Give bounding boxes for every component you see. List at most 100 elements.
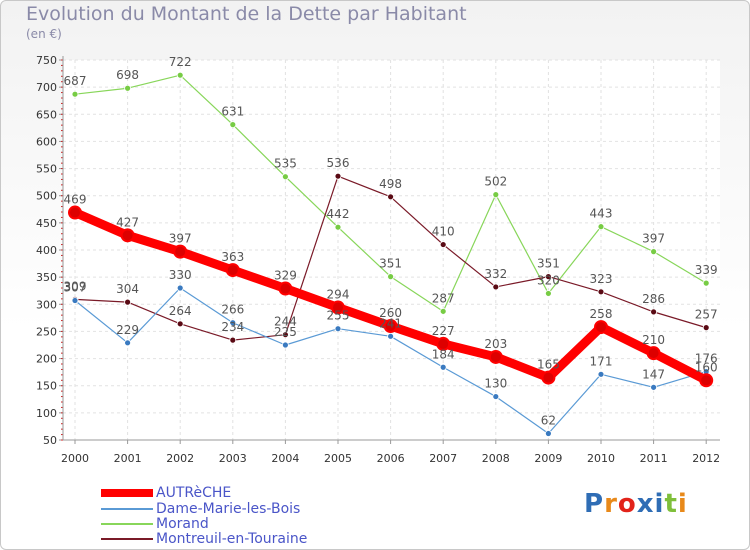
x-tick-label-2001: 2001: [114, 452, 142, 465]
legend-swatch-dame-marie-les-bois: [101, 508, 153, 510]
data-label-morand-2008: 502: [484, 175, 507, 189]
data-point-montreuil-en-touraine-2011: [650, 308, 657, 316]
data-point-autr-che-2011: [646, 346, 661, 361]
data-point-autr-che-2002: [173, 244, 188, 259]
data-point-morand-2003: [229, 121, 237, 128]
data-point-montreuil-en-touraine-2004: [281, 331, 289, 339]
data-label-autr-che-2001: 427: [116, 215, 139, 229]
data-point-dame-marie-les-bois-2003: [229, 319, 237, 327]
legend-label-morand: Morand: [156, 516, 209, 532]
data-label-morand-2011: 397: [642, 232, 665, 246]
data-point-montreuil-en-touraine-2012: [702, 324, 710, 332]
data-point-montreuil-en-touraine-2005: [334, 172, 342, 180]
data-point-montreuil-en-touraine-2001: [124, 298, 131, 306]
data-label-dame-marie-les-bois-2009: 62: [541, 413, 556, 427]
data-label-dame-marie-les-bois-2006: 241: [379, 316, 402, 330]
chart-subtitle: (en €): [26, 27, 62, 41]
data-point-morand-2008: [492, 191, 500, 199]
data-point-autr-che-2005: [331, 300, 345, 315]
data-point-montreuil-en-touraine-2002: [176, 320, 184, 328]
data-point-dame-marie-les-bois-2007: [439, 363, 447, 371]
data-point-morand-2011: [650, 248, 657, 256]
legend-swatch-autreche: [101, 489, 153, 497]
data-point-dame-marie-les-bois-2001: [124, 339, 131, 347]
legend-item-montreuil-en-touraine: Montreuil-en-Touraine: [101, 531, 307, 547]
data-label-dame-marie-les-bois-2003: 266: [221, 303, 244, 317]
data-label-montreuil-en-touraine-2003: 234: [221, 320, 244, 334]
data-point-morand-2004: [281, 173, 289, 181]
x-tick-label-2012: 2012: [692, 452, 720, 465]
data-point-autr-che-2003: [225, 263, 240, 278]
data-label-montreuil-en-touraine-2002: 264: [169, 304, 192, 318]
data-point-dame-marie-les-bois-2008: [492, 393, 500, 400]
data-point-autr-che-2012: [699, 373, 714, 388]
data-label-morand-2001: 698: [116, 68, 139, 82]
data-point-autr-che-2007: [436, 336, 451, 351]
data-label-autr-che-2003: 363: [221, 250, 244, 264]
data-point-montreuil-en-touraine-2006: [387, 193, 395, 201]
data-label-montreuil-en-touraine-2001: 304: [116, 282, 139, 296]
y-tick-label-650: 650: [36, 108, 57, 121]
chart-title: Evolution du Montant de la Dette par Hab…: [26, 3, 467, 25]
data-point-autr-che-2000: [68, 205, 82, 220]
data-label-autr-che-2006: 260: [379, 306, 402, 320]
x-tick-label-2009: 2009: [534, 452, 562, 465]
data-label-autr-che-2011: 210: [642, 333, 665, 347]
y-tick-label-550: 550: [36, 163, 57, 176]
x-tick-label-2010: 2010: [587, 452, 615, 465]
data-point-montreuil-en-touraine-2009: [545, 273, 552, 281]
data-label-dame-marie-les-bois-2011: 147: [642, 367, 665, 381]
data-label-montreuil-en-touraine-2007: 410: [432, 225, 455, 239]
data-label-morand-2002: 722: [169, 55, 192, 69]
y-tick-label-200: 200: [36, 353, 57, 366]
data-label-autr-che-2005: 294: [327, 288, 350, 302]
legend-swatch-montreuil-en-touraine: [101, 538, 153, 540]
y-tick-label-350: 350: [36, 271, 57, 284]
data-label-autr-che-2007: 227: [432, 324, 455, 338]
data-point-dame-marie-les-bois-2006: [387, 332, 395, 340]
legend-label-autreche: AUTRèCHE: [156, 485, 232, 501]
data-label-morand-2010: 443: [590, 207, 613, 221]
x-tick-label-2006: 2006: [377, 452, 405, 465]
y-tick-label-400: 400: [36, 244, 57, 257]
data-label-autr-che-2009: 165: [537, 358, 560, 372]
y-tick-label-300: 300: [36, 298, 57, 311]
data-label-autr-che-2012: 160: [695, 360, 718, 374]
data-point-dame-marie-les-bois-2002: [176, 284, 184, 292]
x-tick-label-2004: 2004: [271, 452, 299, 465]
x-tick-label-2002: 2002: [166, 452, 194, 465]
data-point-morand-2005: [334, 223, 342, 231]
data-point-morand-2002: [176, 71, 184, 79]
data-label-morand-2003: 631: [221, 105, 244, 119]
legend-label-dame-marie-les-bois: Dame-Marie-les-Bois: [156, 501, 301, 517]
x-tick-label-2007: 2007: [429, 452, 457, 465]
data-point-morand-2001: [124, 84, 131, 92]
data-label-montreuil-en-touraine-2000: 309: [64, 279, 87, 293]
data-point-dame-marie-les-bois-2009: [545, 430, 552, 437]
data-label-dame-marie-les-bois-2004: 225: [274, 325, 297, 339]
data-label-dame-marie-les-bois-2012: 176: [695, 352, 718, 366]
data-point-dame-marie-les-bois-2004: [281, 341, 289, 349]
legend-item-dame-marie-les-bois: Dame-Marie-les-Bois: [101, 501, 300, 517]
data-label-montreuil-en-touraine-2009: 351: [537, 257, 560, 271]
data-point-morand-2009: [545, 290, 552, 297]
x-tick-label-2003: 2003: [219, 452, 247, 465]
data-label-dame-marie-les-bois-2001: 229: [116, 323, 139, 337]
data-point-montreuil-en-touraine-2003: [229, 336, 237, 344]
data-point-dame-marie-les-bois-2011: [650, 383, 657, 391]
data-label-morand-2009: 320: [537, 273, 560, 287]
data-label-autr-che-2000: 469: [64, 193, 87, 207]
data-point-dame-marie-les-bois-2000: [71, 297, 79, 304]
y-tick-label-250: 250: [36, 325, 57, 338]
y-tick-label-450: 450: [36, 217, 57, 230]
data-point-morand-2012: [702, 279, 710, 287]
data-label-dame-marie-les-bois-2005: 255: [327, 309, 350, 323]
data-label-dame-marie-les-bois-2008: 130: [484, 377, 507, 391]
data-point-autr-che-2010: [594, 320, 608, 335]
legend-item-morand: Morand: [101, 516, 209, 532]
data-label-morand-2007: 287: [432, 291, 455, 305]
data-point-autr-che-2001: [120, 228, 135, 243]
data-point-morand-2000: [71, 90, 79, 98]
data-label-autr-che-2004: 329: [274, 269, 297, 283]
